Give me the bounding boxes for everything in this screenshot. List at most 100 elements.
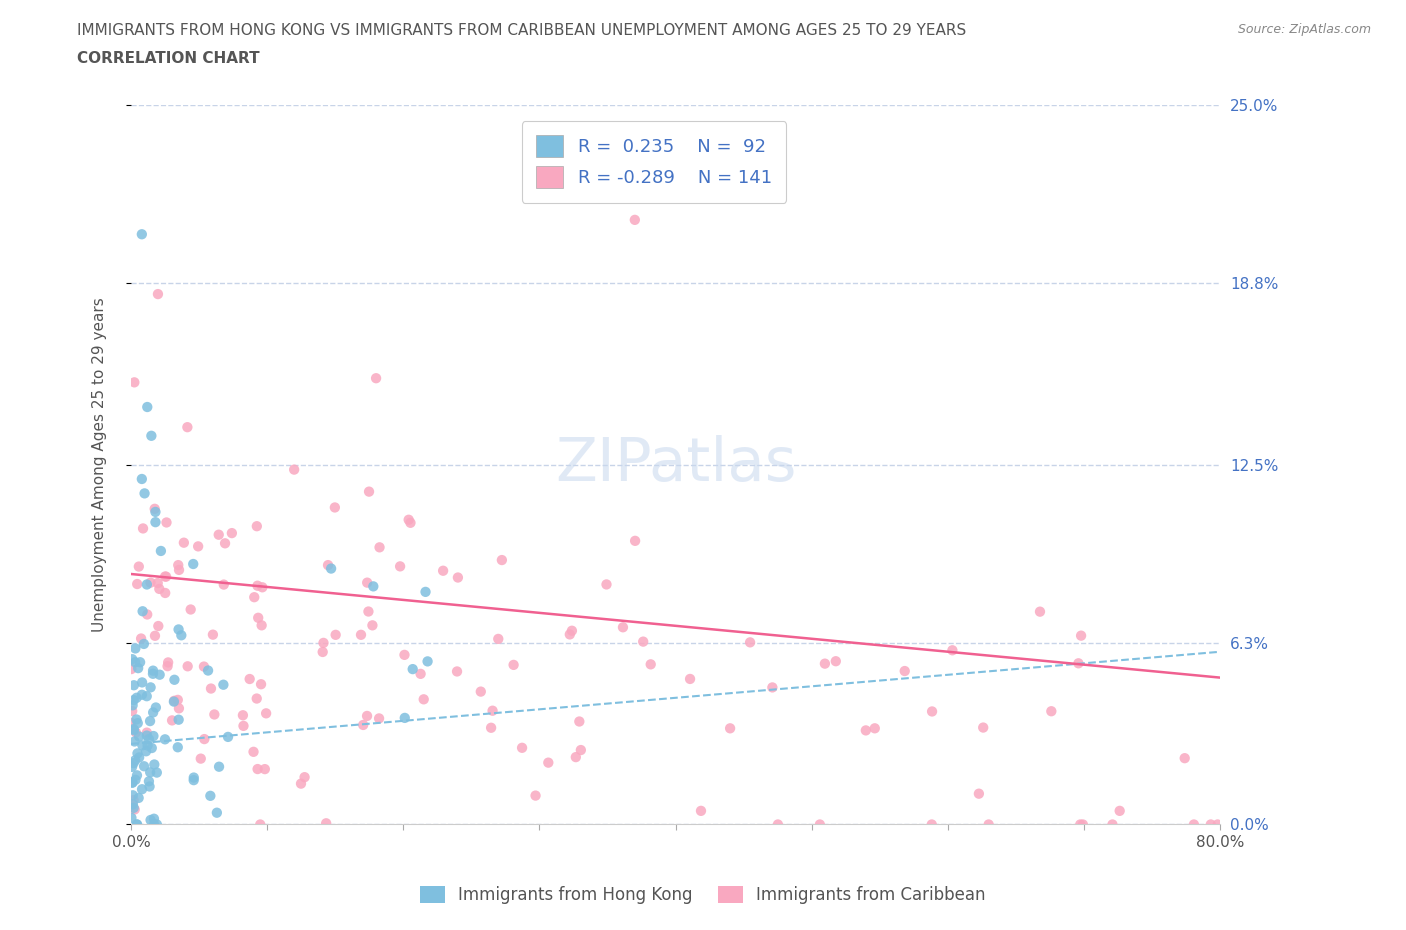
Point [595, 577, 617, 591]
Point [1070, 628, 1092, 643]
Point [246, 691, 269, 706]
Point [247, 610, 270, 625]
Point [121, 775, 143, 790]
Point [200, 681, 222, 696]
Point [125, 712, 148, 727]
Point [558, 627, 581, 642]
Point [398, 512, 420, 527]
Point [141, 429, 163, 444]
Point [352, 718, 374, 733]
Point [121, 776, 143, 790]
Point [134, 486, 156, 501]
Point [921, 817, 943, 832]
Point [138, 732, 160, 747]
Point [163, 694, 186, 709]
Point [138, 774, 160, 789]
Point [135, 728, 157, 743]
Point [142, 728, 165, 743]
Point [176, 419, 198, 434]
Point [399, 515, 422, 530]
Point [127, 817, 149, 832]
Point [160, 713, 183, 728]
Point [122, 722, 145, 737]
Point [221, 525, 243, 540]
Point [131, 782, 153, 797]
Point [537, 755, 560, 770]
Point [127, 660, 149, 675]
Point [243, 590, 266, 604]
Point [217, 729, 239, 744]
Point [212, 677, 235, 692]
Point [389, 559, 412, 574]
Text: Source: ZipAtlas.com: Source: ZipAtlas.com [1237, 23, 1371, 36]
Point [155, 515, 177, 530]
Point [294, 770, 316, 785]
Point [416, 654, 439, 669]
Point [148, 581, 170, 596]
Point [1029, 604, 1052, 619]
Point [143, 811, 166, 826]
Point [146, 576, 169, 591]
Point [124, 802, 146, 817]
Point [124, 753, 146, 768]
Point [166, 693, 188, 708]
Point [122, 756, 145, 771]
Point [190, 751, 212, 766]
Point [127, 746, 149, 761]
Point [155, 569, 177, 584]
Point [143, 501, 166, 516]
Point [121, 760, 143, 775]
Point [402, 661, 425, 676]
Point [325, 628, 347, 643]
Point [131, 737, 153, 752]
Point [212, 578, 235, 592]
Point [205, 805, 228, 820]
Point [941, 643, 963, 658]
Point [167, 563, 190, 578]
Point [149, 543, 172, 558]
Point [394, 647, 416, 662]
Point [122, 693, 145, 708]
Point [967, 786, 990, 801]
Point [142, 663, 165, 678]
Point [125, 725, 148, 740]
Point [491, 552, 513, 567]
Point [136, 738, 159, 753]
Point [136, 607, 159, 622]
Point [718, 721, 741, 736]
Point [141, 740, 163, 755]
Point [246, 578, 269, 593]
Point [131, 227, 153, 242]
Point [128, 559, 150, 574]
Point [738, 635, 761, 650]
Point [481, 703, 503, 718]
Point [446, 664, 468, 679]
Point [121, 704, 143, 719]
Point [176, 658, 198, 673]
Point [316, 558, 339, 573]
Point [120, 661, 142, 676]
Point [193, 732, 215, 747]
Point [432, 564, 454, 578]
Point [187, 538, 209, 553]
Point [252, 579, 274, 594]
Point [321, 561, 343, 576]
Legend: Immigrants from Hong Kong, Immigrants from Caribbean: Immigrants from Hong Kong, Immigrants fr… [412, 878, 994, 912]
Point [146, 286, 169, 301]
Point [139, 575, 162, 590]
Point [163, 672, 186, 687]
Point [121, 652, 143, 667]
Point [122, 792, 145, 807]
Point [312, 635, 335, 650]
Point [479, 721, 502, 736]
Point [173, 536, 195, 551]
Point [1101, 817, 1123, 832]
Point [565, 750, 588, 764]
Point [624, 212, 647, 227]
Point [855, 723, 877, 737]
Point [202, 707, 225, 722]
Point [142, 667, 165, 682]
Point [156, 658, 179, 673]
Point [977, 817, 1000, 832]
Point [415, 584, 437, 599]
